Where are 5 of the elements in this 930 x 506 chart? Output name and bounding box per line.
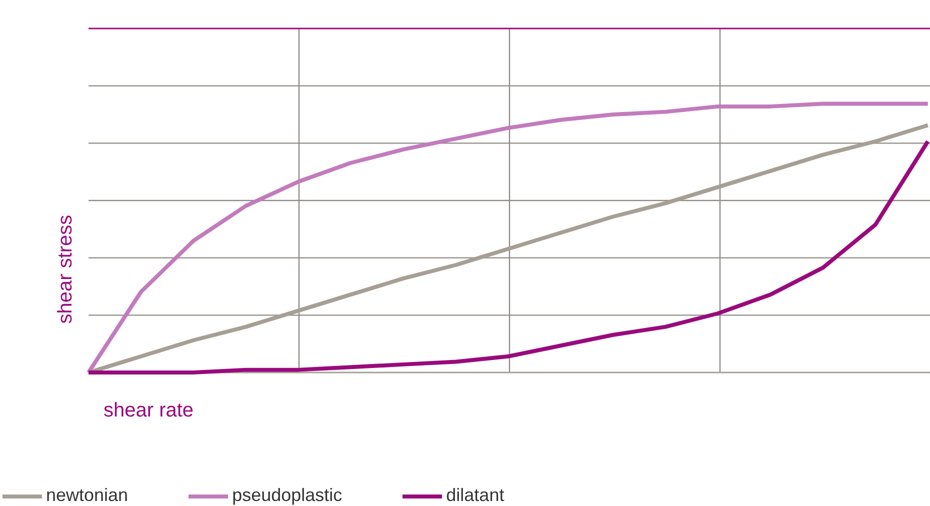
y-axis-title: shear stress: [54, 214, 76, 324]
x-axis-title: shear rate: [104, 400, 194, 422]
legend-label: newtonian: [46, 485, 128, 506]
legend-label: pseudoplastic: [232, 485, 342, 506]
legend-label: dilatant: [446, 485, 504, 506]
